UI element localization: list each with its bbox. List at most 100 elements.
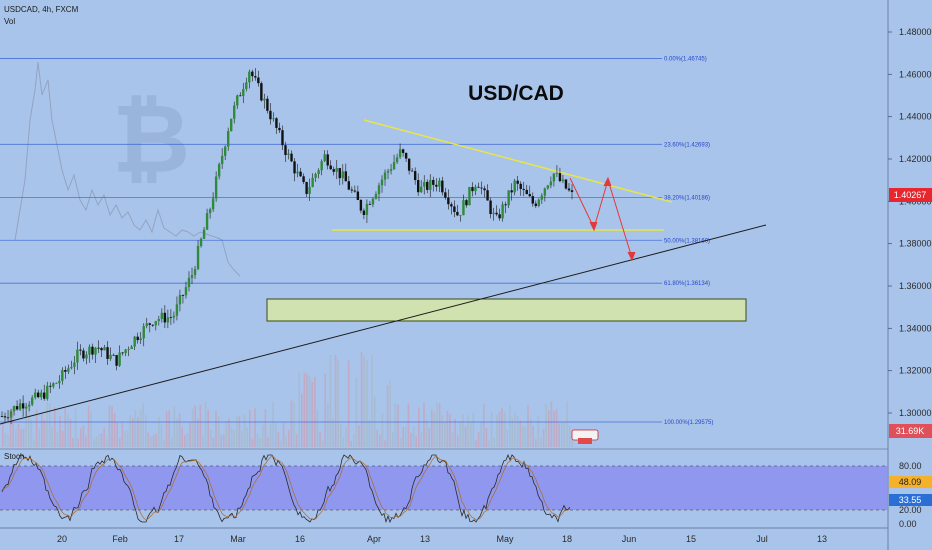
volume-indicator-label[interactable]: Vol bbox=[4, 17, 16, 26]
volume-bar bbox=[225, 420, 228, 447]
price-tick-label: 1.46000 bbox=[899, 69, 932, 79]
candle-body bbox=[121, 352, 124, 354]
volume-bar bbox=[165, 411, 168, 447]
candle-body bbox=[58, 380, 61, 384]
volume-bar bbox=[316, 409, 319, 447]
volume-bar bbox=[464, 426, 467, 447]
price-tick-label: 1.48000 bbox=[899, 27, 932, 37]
volume-bar bbox=[368, 420, 371, 447]
volume-bar bbox=[457, 435, 459, 447]
candle-body bbox=[507, 190, 510, 206]
volume-bar bbox=[35, 409, 38, 447]
volume-bar bbox=[121, 422, 124, 447]
projection-arrows bbox=[569, 176, 636, 262]
candle-body bbox=[251, 71, 254, 77]
volume-value: 31.69K bbox=[896, 426, 925, 436]
volume-bar bbox=[563, 422, 566, 447]
candle-body bbox=[82, 350, 85, 359]
volume-bar bbox=[444, 421, 446, 447]
event-marker-icon[interactable] bbox=[571, 429, 599, 444]
candle-body bbox=[398, 149, 402, 158]
time-tick-label: 15 bbox=[686, 534, 696, 544]
volume-bar bbox=[337, 360, 339, 447]
stoch-d-line bbox=[1, 455, 571, 521]
time-tick-label: 13 bbox=[420, 534, 430, 544]
candle-body bbox=[154, 321, 158, 326]
volume-bar bbox=[399, 437, 402, 447]
support-zone[interactable] bbox=[266, 298, 747, 322]
candle-body bbox=[456, 211, 459, 216]
volume-bar bbox=[568, 425, 571, 447]
volume-bar bbox=[298, 371, 300, 447]
volume-bar bbox=[184, 435, 186, 447]
volume-bar bbox=[238, 416, 241, 447]
volume-bar bbox=[111, 405, 113, 447]
volume-bar bbox=[470, 422, 472, 447]
candle-body bbox=[21, 403, 25, 409]
volume-bar bbox=[433, 412, 436, 447]
candle-body bbox=[498, 214, 501, 219]
candle-body bbox=[465, 200, 468, 206]
volume-bar bbox=[524, 427, 527, 447]
volume-bar bbox=[522, 426, 524, 447]
candle-body bbox=[534, 203, 538, 206]
volume-bar bbox=[33, 439, 35, 447]
volume-bar bbox=[132, 417, 134, 447]
volume-bar bbox=[423, 402, 425, 447]
volume-bar bbox=[155, 433, 157, 447]
time-tick-label: Apr bbox=[367, 534, 381, 544]
volume-bar bbox=[25, 411, 27, 447]
volume-bar bbox=[561, 422, 563, 447]
candle-body bbox=[3, 416, 7, 418]
candle-body bbox=[404, 152, 408, 159]
volume-bar bbox=[113, 412, 116, 447]
candle-body bbox=[441, 180, 444, 193]
time-tick-label: Jun bbox=[622, 534, 637, 544]
volume-bar bbox=[168, 410, 170, 447]
candle-body bbox=[519, 183, 522, 189]
volume-bar bbox=[446, 411, 449, 447]
volume-bar bbox=[355, 377, 358, 447]
candle-body bbox=[193, 268, 197, 276]
candle-body bbox=[40, 392, 43, 398]
candle-body bbox=[133, 336, 136, 347]
volume-bar bbox=[87, 405, 90, 447]
candle-body bbox=[305, 182, 308, 194]
candle-body bbox=[525, 189, 528, 195]
chart-title-annotation[interactable]: USD/CAD bbox=[468, 82, 564, 105]
candle-body bbox=[275, 118, 278, 128]
volume-bar bbox=[532, 425, 534, 447]
candle-body bbox=[12, 406, 16, 412]
candle-body bbox=[287, 153, 290, 155]
candle-body bbox=[407, 158, 411, 171]
candle-body bbox=[61, 369, 64, 381]
candle-body bbox=[429, 179, 432, 190]
candle-body bbox=[43, 392, 46, 399]
candle-body bbox=[323, 154, 326, 162]
candle-body bbox=[510, 190, 513, 193]
time-axis[interactable]: 20 Feb 17 Mar 16 Apr 13 May 18 Jun 15 Jul 13 bbox=[57, 534, 827, 544]
candle-body bbox=[263, 98, 266, 101]
ascending-trendline[interactable] bbox=[0, 224, 767, 425]
volume-bar bbox=[376, 429, 378, 447]
volume-bar bbox=[189, 422, 191, 447]
volume-bar bbox=[405, 426, 407, 447]
volume-bar bbox=[511, 418, 514, 447]
candle-body bbox=[492, 212, 495, 215]
candle-body bbox=[468, 187, 471, 206]
descending-resistance-line[interactable] bbox=[363, 119, 673, 203]
candle-body bbox=[172, 315, 176, 318]
volume-bar bbox=[215, 410, 217, 447]
candle-body bbox=[242, 89, 245, 96]
volume-bar bbox=[293, 402, 295, 447]
candle-body bbox=[380, 179, 384, 186]
volume-bar bbox=[384, 440, 386, 447]
stoch-indicator-label[interactable]: Stoch bbox=[4, 452, 25, 461]
volume-bar bbox=[17, 423, 20, 447]
symbol-header[interactable]: USDCAD, 4h, FXCM bbox=[4, 5, 79, 14]
candle-body bbox=[341, 171, 344, 179]
volume-bar bbox=[402, 426, 404, 447]
volume-bar bbox=[290, 400, 293, 447]
volume-bar bbox=[501, 407, 503, 447]
